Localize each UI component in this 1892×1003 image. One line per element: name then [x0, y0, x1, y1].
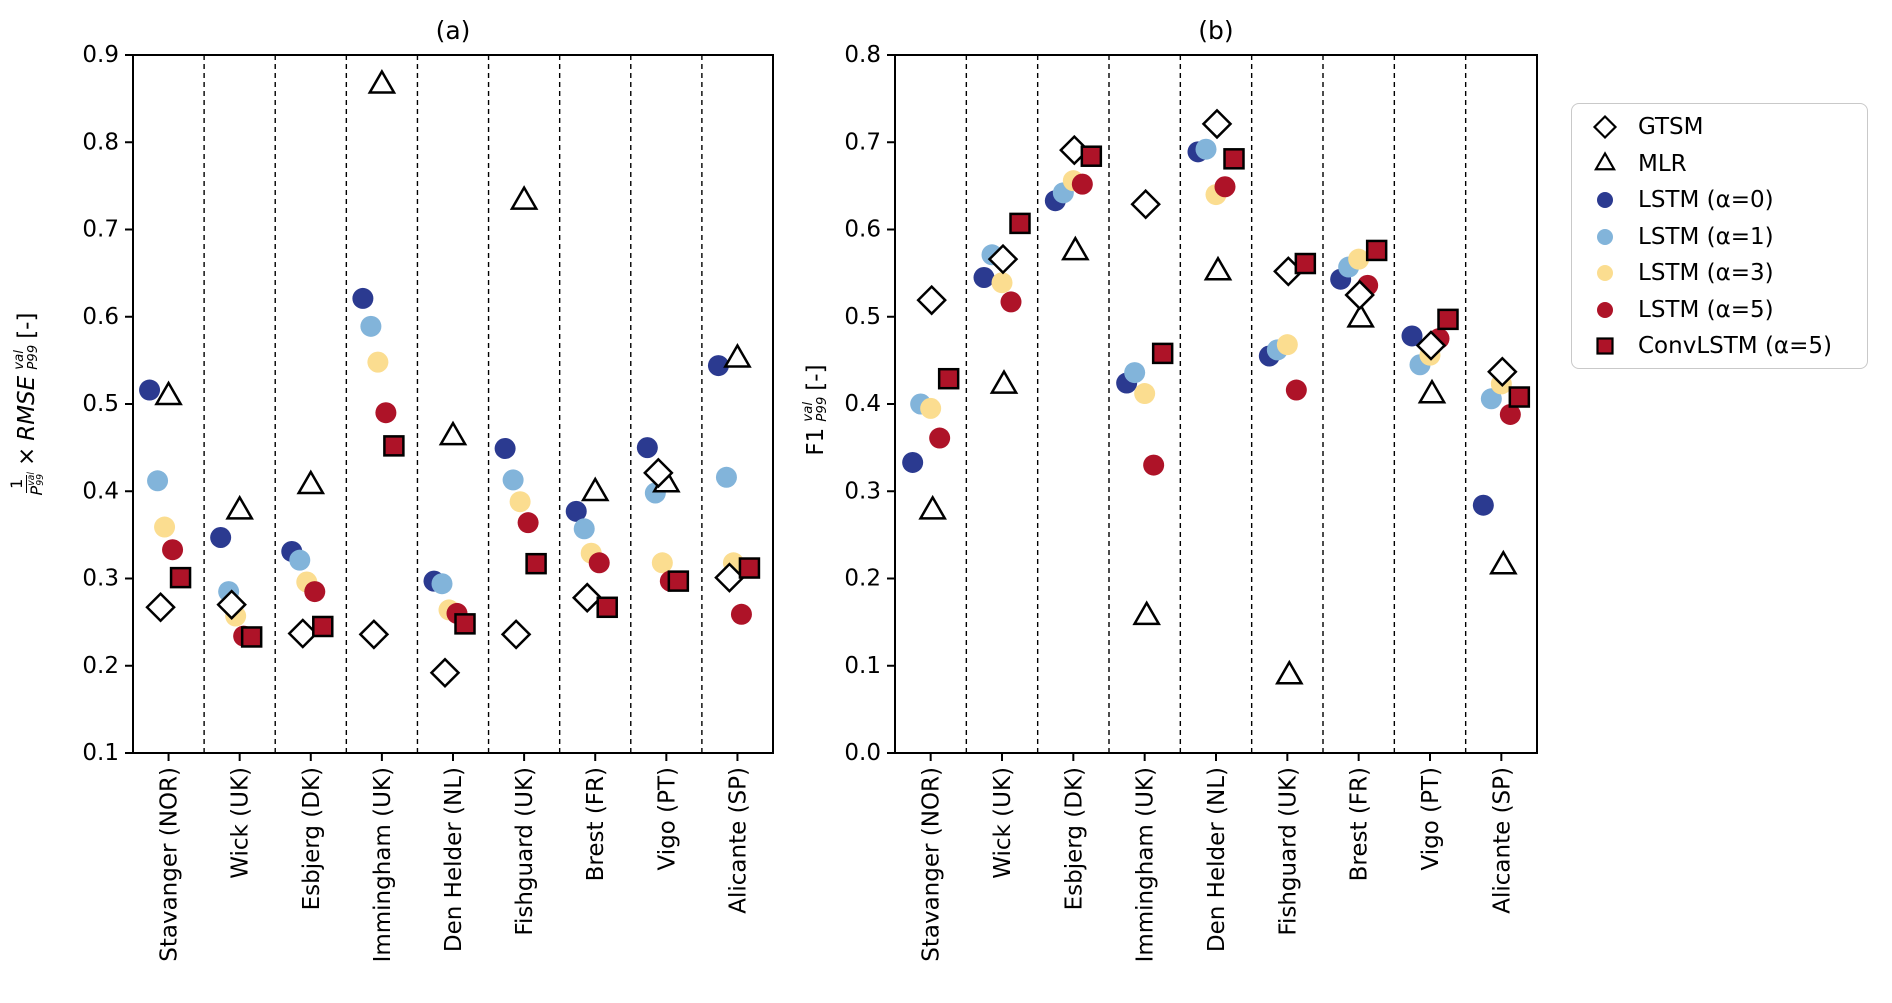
panel-b-y-axis-label: F1 val P99 [-] [793, 310, 839, 510]
svg-text:0.2: 0.2 [82, 653, 119, 679]
svg-text:Wick (UK): Wick (UK) [228, 767, 254, 879]
svg-text:Stavanger (NOR): Stavanger (NOR) [157, 767, 183, 962]
series-lstm-1- [147, 315, 737, 603]
f1-symbol: F1 [803, 427, 829, 456]
circle-dark-red-icon [1588, 295, 1622, 325]
series-mlr [918, 235, 1518, 685]
circle-yellow-icon [1588, 258, 1622, 288]
svg-text:0.1: 0.1 [844, 653, 881, 679]
svg-text:Brest (FR): Brest (FR) [1347, 767, 1373, 881]
legend-item-lstm-a3: LSTM (α=3) [1572, 255, 1867, 292]
svg-text:0.5: 0.5 [844, 304, 881, 330]
legend-item-mlr: MLR [1572, 146, 1867, 183]
svg-text:Fishguard (UK): Fishguard (UK) [512, 767, 538, 936]
svg-text:0.5: 0.5 [82, 391, 119, 417]
svg-text:0.2: 0.2 [844, 566, 881, 592]
triangle-icon [1588, 149, 1622, 179]
svg-text:0.8: 0.8 [82, 129, 119, 155]
svg-text:Esbjerg (DK): Esbjerg (DK) [1061, 767, 1087, 910]
circle-light-blue-icon [1588, 222, 1622, 252]
legend-label: MLR [1638, 150, 1687, 177]
legend-label: LSTM (α=1) [1638, 223, 1774, 250]
units-b: [-] [803, 364, 829, 391]
svg-text:0.3: 0.3 [82, 566, 119, 592]
panel-a-title: (a) [435, 16, 471, 45]
svg-text:Fishguard (UK): Fishguard (UK) [1275, 767, 1301, 936]
svg-text:0.3: 0.3 [844, 478, 881, 504]
svg-text:0.7: 0.7 [844, 129, 881, 155]
rmse-symbol: RMSE [14, 375, 40, 441]
legend-item-gtsm: GTSM [1572, 109, 1867, 146]
svg-text:Brest (FR): Brest (FR) [583, 767, 609, 881]
series-gtsm [145, 457, 745, 688]
svg-text:Wick (UK): Wick (UK) [990, 767, 1016, 879]
series-lstm-0- [902, 141, 1494, 516]
svg-text:0.4: 0.4 [844, 391, 881, 417]
rmse-sub-sup: val P99 [12, 344, 41, 370]
legend-label: LSTM (α=0) [1638, 187, 1774, 214]
svg-text:Immingham (UK): Immingham (UK) [370, 767, 396, 962]
series-mlr [154, 69, 752, 520]
multiplication-sign: × [14, 446, 40, 467]
f1-sub-sup: val P99 [801, 396, 830, 422]
svg-text:0.8: 0.8 [844, 42, 881, 68]
svg-text:Esbjerg (DK): Esbjerg (DK) [299, 767, 325, 910]
series-convlstm-5- [937, 145, 1531, 408]
svg-text:0.4: 0.4 [82, 478, 119, 504]
legend-item-lstm-a1: LSTM (α=1) [1572, 219, 1867, 256]
legend-label: LSTM (α=5) [1638, 296, 1774, 323]
svg-text:Alicante (SP): Alicante (SP) [725, 767, 751, 914]
svg-text:Immingham (UK): Immingham (UK) [1133, 767, 1159, 962]
series-convlstm-5- [169, 435, 761, 648]
svg-text:0.6: 0.6 [844, 217, 881, 243]
legend-item-lstm-a5: LSTM (α=5) [1572, 292, 1867, 329]
svg-text:Alicante (SP): Alicante (SP) [1489, 767, 1515, 914]
series-gtsm [916, 108, 1518, 387]
svg-text:Vigo (PT): Vigo (PT) [1418, 767, 1444, 870]
svg-text:Stavanger (NOR): Stavanger (NOR) [919, 767, 945, 962]
svg-text:0.1: 0.1 [82, 740, 119, 766]
units-a: [-] [14, 312, 40, 339]
panel-b: 0.0 0.1 0.2 0.3 0.4 0.5 0.6 0.7 0.8 Stavanger (NO… [844, 42, 1538, 962]
diamond-icon [1588, 112, 1622, 142]
svg-text:0.6: 0.6 [82, 304, 119, 330]
svg-text:Den Helder (NL): Den Helder (NL) [1204, 767, 1230, 952]
legend-label: LSTM (α=3) [1638, 260, 1774, 287]
svg-text:0.0: 0.0 [844, 740, 881, 766]
legend: GTSM MLR LSTM (α=0) LSTM (α=1) LSTM (α=3… [1571, 103, 1868, 369]
svg-text:Den Helder (NL): Den Helder (NL) [441, 767, 467, 952]
svg-text:0.9: 0.9 [82, 42, 119, 68]
panel-a: 0.1 0.2 0.3 0.4 0.5 0.6 0.7 0.8 0.9 Stavanger (NO… [82, 42, 774, 962]
legend-label: ConvLSTM (α=5) [1638, 333, 1832, 360]
legend-item-lstm-a0: LSTM (α=0) [1572, 182, 1867, 219]
legend-label: GTSM [1638, 114, 1704, 141]
svg-text:Vigo (PT): Vigo (PT) [654, 767, 680, 870]
panel-b-title: (b) [1198, 16, 1234, 45]
square-icon [1588, 331, 1622, 361]
legend-item-convlstm-a5: ConvLSTM (α=5) [1572, 328, 1867, 365]
series-lstm-5- [929, 173, 1521, 476]
series-lstm-0- [139, 287, 729, 592]
svg-text:0.7: 0.7 [82, 217, 119, 243]
circle-dark-blue-icon [1588, 185, 1622, 215]
